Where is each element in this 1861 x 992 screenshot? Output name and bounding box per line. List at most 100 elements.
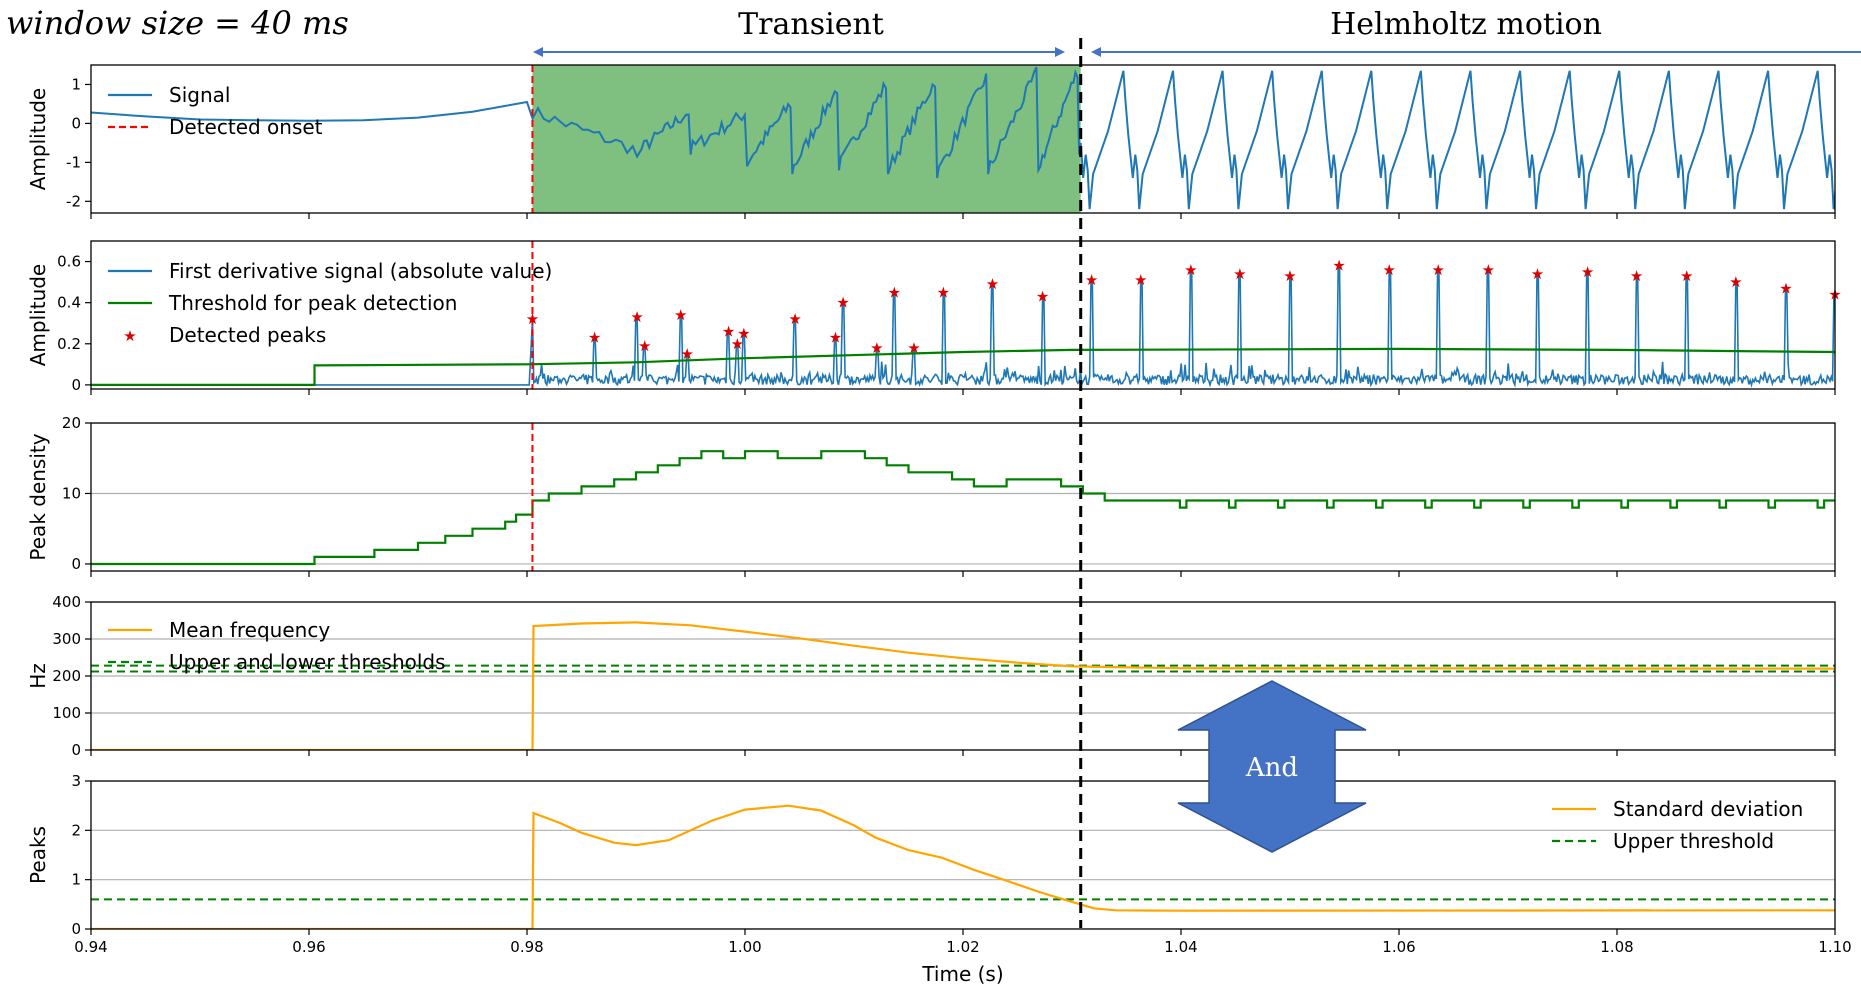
- detected-peak-marker: ★: [1581, 263, 1594, 281]
- y-tick-label: 0.6: [57, 253, 81, 271]
- y-tick-label: 10: [62, 484, 81, 502]
- detected-peak-marker: ★: [1233, 265, 1246, 283]
- detected-peak-marker: ★: [1085, 271, 1098, 289]
- standard-deviation-line: [91, 804, 1835, 929]
- detected-peak-marker: ★: [1531, 265, 1544, 283]
- legend-label: Detected peaks: [169, 323, 326, 347]
- panel-3: 20 10 0 Peak density: [26, 414, 1836, 577]
- detected-peak-marker: ★: [737, 325, 750, 343]
- legend-label: Signal: [169, 83, 230, 107]
- y-tick-label: 0: [71, 114, 81, 132]
- detected-peak-marker: ★: [1382, 261, 1395, 279]
- panel-5: 3 2 1 00.94 0.96 0.98 1.00 1.02 1.04 1.06 1.08 1.10…: [26, 772, 1852, 956]
- y-tick-label: 0: [71, 555, 81, 573]
- legend: Standard deviation Upper threshold: [1552, 797, 1803, 853]
- legend-marker: ★: [123, 327, 136, 345]
- y-tick-label: -2: [66, 192, 81, 210]
- detected-peak-marker: ★: [681, 345, 694, 363]
- y-tick-label: 2: [71, 821, 81, 839]
- legend: Mean frequency Upper and lower thresholds: [108, 618, 446, 674]
- panel-plot-area: [91, 602, 1835, 750]
- panel-plot-area: [91, 781, 1835, 929]
- y-tick-label: 0: [71, 920, 81, 938]
- helmholtz-label: Helmholtz motion: [1330, 7, 1602, 42]
- detected-peak-marker: ★: [722, 322, 735, 340]
- y-tick-label: 400: [52, 593, 81, 611]
- panel-plot-area: [91, 423, 1835, 571]
- x-tick-label: 0.96: [292, 938, 325, 956]
- detected-peak-marker: ★: [788, 310, 801, 328]
- y-tick-label: 0: [71, 741, 81, 759]
- double-arrow-shape: [1177, 680, 1367, 853]
- detected-peak-marker: ★: [888, 283, 901, 301]
- panel-frame: [90, 780, 1836, 930]
- y-tick-label: 3: [71, 772, 81, 790]
- x-tick-label: 1.04: [1164, 938, 1197, 956]
- x-tick-label: 0.98: [510, 938, 543, 956]
- x-tick-label: 1.02: [946, 938, 979, 956]
- legend-label: First derivative signal (absolute value): [169, 259, 552, 283]
- legend: Signal Detected onset: [108, 83, 323, 139]
- x-tick-label: 1.10: [1818, 938, 1851, 956]
- legend-label: Upper threshold: [1613, 829, 1774, 853]
- detected-peak-marker: ★: [1680, 267, 1693, 285]
- detected-peak-marker: ★: [1432, 261, 1445, 279]
- detected-peak-marker: ★: [907, 339, 920, 357]
- y-tick-label: 0.2: [57, 335, 81, 353]
- y-tick-label: 20: [62, 414, 81, 432]
- legend-label: Mean frequency: [169, 618, 330, 642]
- panel-frame: [90, 64, 1836, 214]
- panel-frame: [90, 601, 1836, 751]
- detected-peak-marker: ★: [870, 339, 883, 357]
- y-tick-label: 200: [52, 667, 81, 685]
- detected-peak-marker: ★: [638, 337, 651, 355]
- x-axis-label: Time (s): [921, 962, 1003, 986]
- y-tick-label: -1: [66, 153, 81, 171]
- panel-1: 1 0 -1 -2 Amplitude Signal Detected onset: [26, 64, 1836, 219]
- mean-frequency-line: [91, 621, 1835, 750]
- panel-frame: [90, 240, 1836, 390]
- panel-plot-area: [91, 241, 1835, 389]
- legend-label: Standard deviation: [1613, 797, 1803, 821]
- detected-peak-marker: ★: [526, 310, 539, 328]
- y-tick-label: 100: [52, 704, 81, 722]
- and-double-arrow: And: [1177, 680, 1367, 853]
- x-tick-label: 1.00: [728, 938, 761, 956]
- detected-peak-marker: ★: [1036, 288, 1049, 306]
- transient-label: Transient: [738, 7, 884, 42]
- y-tick-label: 0.4: [57, 294, 81, 312]
- peak-threshold-line: [91, 347, 1835, 386]
- detected-peak-marker: ★: [1332, 257, 1345, 275]
- legend: First derivative signal (absolute value)…: [108, 259, 552, 347]
- detected-peak-marker: ★: [937, 283, 950, 301]
- detected-peak-marker: ★: [836, 294, 849, 312]
- panel-frame: [90, 422, 1836, 572]
- detected-peak-marker: ★: [1184, 261, 1197, 279]
- y-axis-label: Peak density: [26, 433, 50, 560]
- detected-peak-marker: ★: [674, 306, 687, 324]
- detected-peak-marker: ★: [986, 275, 999, 293]
- detected-peak-marker: ★: [1729, 273, 1742, 291]
- y-tick-label: 1: [71, 75, 81, 93]
- y-axis-label: Amplitude: [26, 88, 50, 191]
- detected-peak-marker: ★: [731, 335, 744, 353]
- detected-peak-marker: ★: [1134, 271, 1147, 289]
- derivative-signal-line: [91, 264, 1835, 389]
- legend-label: Threshold for peak detection: [168, 291, 457, 315]
- x-tick-label: 0.94: [74, 938, 107, 956]
- legend-label: Upper and lower thresholds: [169, 650, 446, 674]
- x-tick-label: 1.06: [1382, 938, 1415, 956]
- y-axis-label: Hz: [26, 663, 50, 689]
- peak-density-line: [91, 450, 1835, 566]
- detected-peak-marker: ★: [1283, 267, 1296, 285]
- signal-line: [91, 66, 1835, 210]
- detected-peak-marker: ★: [829, 329, 842, 347]
- and-label: And: [1245, 753, 1298, 783]
- window-size-label: window size = 40 ms: [6, 4, 349, 42]
- y-tick-label: 300: [52, 630, 81, 648]
- detected-peak-marker: ★: [588, 329, 601, 347]
- panel-4: 400 300 200 100 0 Hz Mean frequency Upper and l…: [26, 593, 1836, 759]
- legend-label: Detected onset: [169, 115, 323, 139]
- detected-peak-marker: ★: [1630, 267, 1643, 285]
